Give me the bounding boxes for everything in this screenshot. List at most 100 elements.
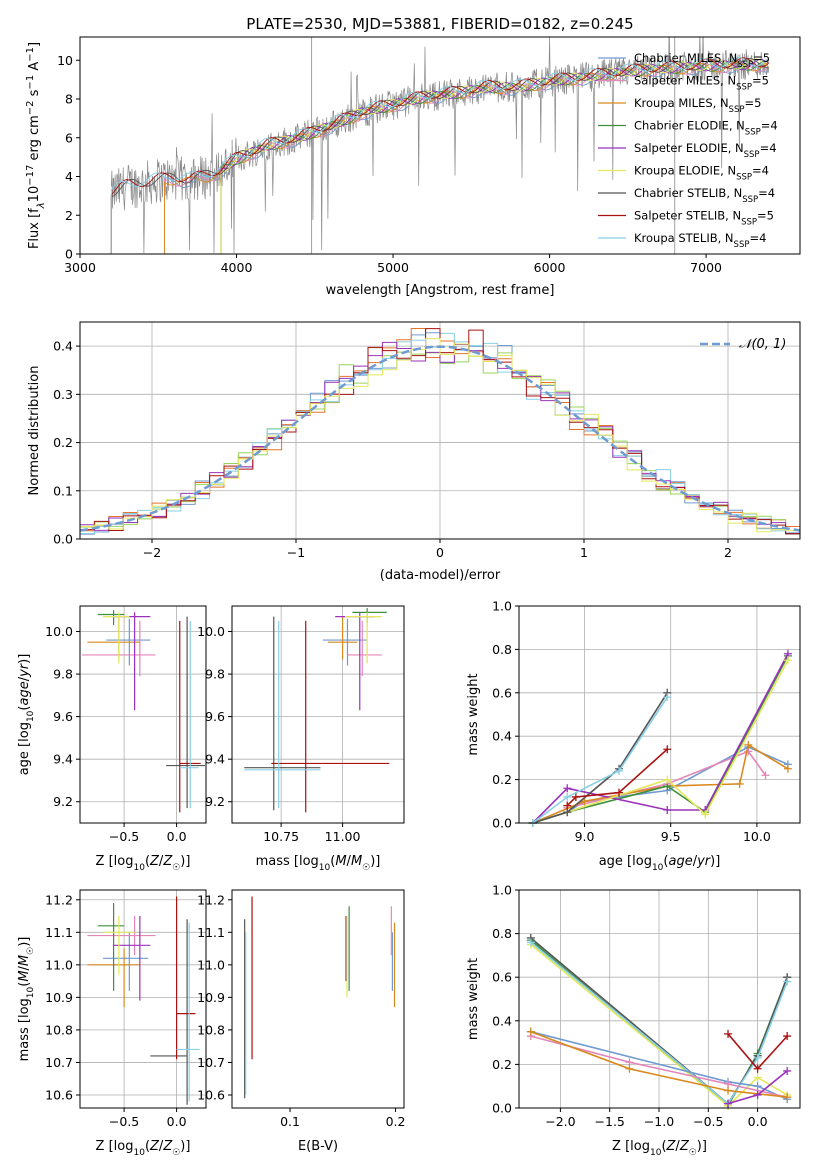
weight-line: [532, 696, 668, 824]
errorbar-point: [176, 896, 196, 1060]
y-tick-label: 9.6: [53, 709, 73, 724]
y-tick-label: 11.0: [197, 957, 225, 972]
y-axis-label: mass weight: [466, 958, 481, 1040]
figure-title: PLATE=2530, MJD=53881, FIBERID=0182, z=0…: [246, 15, 633, 33]
x-axis-label: (data-model)/error: [380, 568, 501, 583]
x-axis-label: E(B-V): [298, 1139, 338, 1154]
weight-marker: [563, 801, 572, 810]
x-tick-label: 10.75: [263, 829, 299, 844]
y-tick-label: 0.6: [492, 685, 512, 700]
weight-marker: [783, 764, 792, 773]
legend-entry: Salpeter STELIB, NSSP=5: [634, 209, 774, 228]
weight-marker: [625, 1064, 634, 1073]
legend-entry: Chabrier ELODIE, NSSP=4: [634, 119, 778, 138]
y-axis-label: mass [log10(M/M☉)]: [17, 937, 36, 1062]
model-spectrum-line: [110, 56, 769, 254]
weight-marker: [753, 1090, 762, 1099]
weight-marker: [783, 656, 792, 665]
weight-marker: [744, 740, 753, 749]
weight-line: [532, 659, 789, 824]
mass-vs-metallicity-panel: −0.5 0.0 10.6 10.7 10.8 10.9 11.0 11.1 11.2 Z [lo…: [17, 889, 207, 1158]
weight-marker: [724, 1086, 733, 1095]
y-tick-label: 10: [57, 53, 73, 68]
weight-marker: [614, 788, 623, 797]
weight-marker: [663, 775, 672, 784]
y-tick-label: 9.2: [53, 794, 73, 809]
weight-line: [530, 1035, 788, 1098]
y-tick-label: 2: [65, 208, 73, 223]
x-axis-label: mass [log10(M/M☉)]: [256, 854, 381, 873]
y-tick-label: 11.1: [197, 925, 225, 940]
y-tick-label: 0.2: [492, 1057, 512, 1072]
errorbar-point: [176, 922, 200, 1102]
y-tick-label: 9.4: [53, 752, 73, 767]
errorbar-point: [327, 616, 358, 660]
x-tick-label: 9.5: [661, 829, 681, 844]
errorbar-point: [179, 620, 199, 809]
y-tick-label: 0.4: [492, 729, 512, 744]
errorbar-point: [87, 916, 156, 956]
errorbar-point: [244, 616, 321, 811]
weight-line: [566, 748, 668, 807]
model-spectrum-line: [110, 57, 769, 254]
y-tick-label: 9.8: [205, 667, 225, 682]
x-tick-label: −1.5: [595, 1114, 625, 1129]
weight-marker: [735, 779, 744, 788]
y-tick-label: 0.0: [53, 532, 73, 547]
weight-marker: [563, 784, 572, 793]
y-tick-label: 10.8: [45, 1022, 73, 1037]
x-tick-label: 0.2: [386, 1114, 406, 1129]
weight-series: [724, 1029, 792, 1073]
y-tick-label: 10.0: [45, 624, 73, 639]
axes-frame: [231, 889, 405, 1109]
x-tick-label: 4000: [221, 260, 253, 275]
y-tick-label: 0.3: [53, 387, 73, 402]
axes-frame: [79, 889, 207, 1109]
x-tick-label: −0.5: [109, 829, 139, 844]
model-spectrum-line: [220, 59, 769, 254]
y-tick-label: 10.9: [197, 990, 225, 1005]
y-tick-label: 10.6: [197, 1087, 225, 1102]
y-tick-label: 8: [65, 92, 73, 107]
weight-marker: [724, 1029, 733, 1038]
x-tick-label: −0.5: [693, 1114, 723, 1129]
weight-vs-metallicity-panel: −2.0 −1.5 −1.0 −0.5 0.0 0.0 0.2 0.4 0.6 0.8 1.0 mas…: [466, 883, 801, 1158]
residuals-panel: −2 −1 0 1 2 0.0 0.1 0.2 0.3 0.4 (data-model)/error…: [27, 321, 801, 583]
weight-marker: [526, 938, 535, 947]
x-tick-label: 9.0: [575, 829, 595, 844]
legend-entry: Kroupa STELIB, NSSP=4: [634, 231, 766, 250]
weight-marker: [783, 1093, 792, 1102]
gaussian-reference: [79, 345, 801, 532]
legend-entry: Salpeter MILES, NSSP=5: [634, 74, 769, 93]
y-tick-label: 0.0: [492, 1101, 512, 1116]
weight-series: [528, 740, 792, 827]
errorbar-point: [244, 620, 321, 809]
y-tick-label: 9.6: [205, 709, 225, 724]
mass-vs-ebv-panel: 0.1 0.2 10.6 10.7 10.8 10.9 11.0 11.1 11.2 E(B-V): [197, 889, 406, 1154]
axes-frame: [79, 36, 801, 255]
x-tick-label: 3000: [64, 260, 96, 275]
y-tick-label: 0.4: [492, 1013, 512, 1028]
weight-marker: [614, 766, 623, 775]
model-spectrum-line: [164, 61, 769, 254]
weight-series: [724, 1066, 792, 1108]
y-axis-label: mass weight: [466, 673, 481, 755]
y-tick-label: 10.6: [45, 1087, 73, 1102]
y-tick-label: 10.9: [45, 990, 73, 1005]
x-axis-label: wavelength [Angstrom, rest frame]: [326, 283, 555, 298]
y-tick-label: 10.0: [197, 624, 225, 639]
spectrum-plot-area: [110, 37, 770, 254]
x-tick-label: 0.0: [167, 1114, 187, 1129]
x-tick-label: 10.0: [743, 829, 771, 844]
y-tick-label: 0.2: [53, 435, 73, 450]
y-tick-label: 9.4: [205, 752, 225, 767]
weight-line: [530, 941, 788, 1105]
weight-marker: [761, 771, 770, 780]
errorbar-point: [97, 610, 125, 626]
weight-marker: [783, 1066, 792, 1075]
errorbar-point: [347, 620, 382, 677]
weight-marker: [526, 1027, 535, 1036]
errorbar-point: [352, 608, 387, 624]
